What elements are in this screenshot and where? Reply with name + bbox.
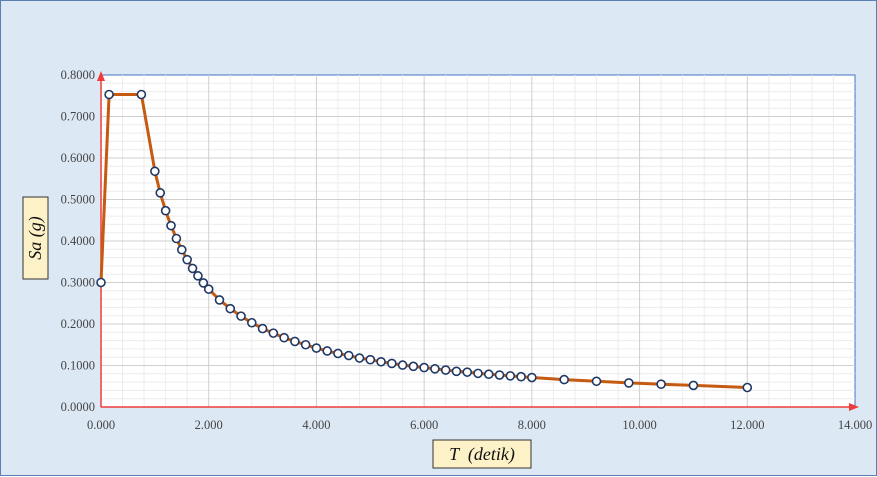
data-point xyxy=(225,303,236,314)
y-tick-label: 0.4000 xyxy=(61,234,95,248)
data-point xyxy=(430,364,440,374)
data-point xyxy=(322,346,333,356)
y-tick-label: 0.3000 xyxy=(61,276,95,290)
data-point xyxy=(451,366,462,377)
data-point xyxy=(247,317,257,328)
data-point xyxy=(214,295,225,305)
data-point xyxy=(473,368,483,379)
data-point xyxy=(166,220,176,231)
y-tick-label: 0.6000 xyxy=(61,151,95,165)
data-point xyxy=(290,336,300,347)
data-point xyxy=(333,348,343,359)
data-point xyxy=(150,166,160,177)
x-tick-label: 14.000 xyxy=(838,418,872,432)
data-point xyxy=(182,254,192,265)
data-point xyxy=(155,188,166,198)
data-point xyxy=(176,244,187,255)
data-point xyxy=(203,284,214,294)
axes xyxy=(97,71,859,411)
x-tick-label: 2.000 xyxy=(195,418,223,432)
x-axis-title-box: T (detik) xyxy=(432,439,532,469)
data-point xyxy=(440,365,451,375)
data-point xyxy=(171,233,182,244)
x-tick-label: 8.000 xyxy=(518,418,546,432)
data-point xyxy=(268,328,279,338)
x-axis-arrow xyxy=(849,403,859,411)
data-point xyxy=(160,205,171,216)
data-point xyxy=(193,271,203,281)
data-point xyxy=(397,360,408,370)
data-point xyxy=(559,374,569,385)
y-axis-title-box: Sa (g) xyxy=(22,196,49,280)
y-axis-arrow xyxy=(97,71,105,81)
data-point xyxy=(419,362,429,373)
y-tick-label: 0.8000 xyxy=(61,68,95,82)
data-point xyxy=(462,367,473,377)
y-tick-label: 0.2000 xyxy=(61,317,95,331)
data-point xyxy=(387,358,397,369)
x-tick-label: 12.000 xyxy=(730,418,764,432)
y-tick-label: 0.5000 xyxy=(61,193,95,207)
data-point xyxy=(688,380,699,391)
data-point xyxy=(257,323,268,334)
tick-labels: 0.000 2.000 4.000 6.000 8.000 10.000 12.000 14.… xyxy=(61,68,873,432)
data-point xyxy=(516,371,526,382)
x-tick-label: 6.000 xyxy=(410,418,438,432)
x-axis-title: T (detik) xyxy=(449,444,515,465)
y-tick-label: 0.0000 xyxy=(61,400,95,414)
y-tick-label: 0.1000 xyxy=(61,359,95,373)
x-tick-label: 10.000 xyxy=(622,418,656,432)
data-point xyxy=(104,89,114,100)
data-point xyxy=(187,263,198,274)
data-point xyxy=(656,379,666,389)
x-tick-label: 0.000 xyxy=(87,418,115,432)
data-point xyxy=(300,339,311,350)
data-point xyxy=(96,277,106,288)
data-point xyxy=(279,332,289,343)
data-point xyxy=(343,350,354,361)
data-point xyxy=(311,343,322,353)
data-point xyxy=(483,369,494,380)
x-tick-label: 4.000 xyxy=(302,418,330,432)
series-group xyxy=(96,89,753,393)
data-point xyxy=(591,376,602,387)
data-point xyxy=(623,378,634,388)
data-point xyxy=(527,372,537,383)
data-point xyxy=(408,361,419,372)
y-tick-label: 0.7000 xyxy=(61,110,95,124)
data-point xyxy=(136,89,147,100)
data-point xyxy=(494,370,505,380)
y-axis-title: Sa (g) xyxy=(25,216,46,260)
data-point xyxy=(505,371,516,381)
data-point xyxy=(198,278,209,288)
data-point xyxy=(354,353,365,363)
gridlines xyxy=(101,75,855,407)
data-point xyxy=(376,356,386,367)
data-point xyxy=(236,311,246,321)
data-point xyxy=(742,382,753,393)
data-point xyxy=(365,354,376,365)
